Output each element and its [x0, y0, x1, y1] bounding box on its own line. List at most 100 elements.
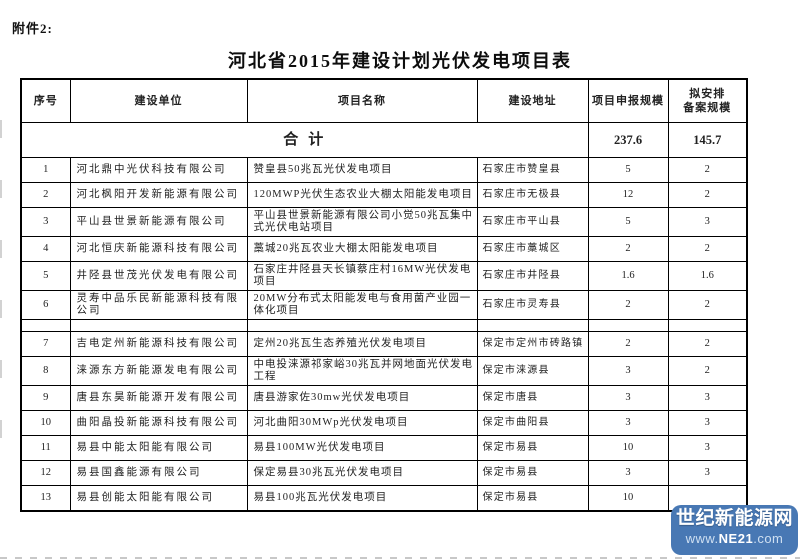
approved-scale-cell: 3 [667, 435, 748, 461]
address-cell: 石家庄市赞皇县 [476, 157, 589, 183]
project-name-cell: 定州20兆瓦生态养殖光伏发电项目 [246, 331, 478, 357]
row-number-cell [20, 319, 71, 332]
table-row: 11 易县中能太阳能有限公司 易县100MW光伏发电项目 保定市易县 10 3 [20, 435, 748, 461]
company-cell: 河北恒庆新能源科技有限公司 [69, 236, 248, 262]
declared-scale-cell: 10 [587, 485, 669, 512]
declared-scale-cell: 1.6 [587, 261, 669, 291]
declared-scale-cell: 2 [587, 290, 669, 320]
watermark-site-name: 世纪新能源网 [675, 508, 793, 529]
project-name-cell: 易县100兆瓦光伏发电项目 [246, 485, 478, 512]
declared-scale-cell [587, 319, 669, 332]
table-row: 3 平山县世景新能源有限公司 平山县世景新能源有限公司小觉50兆瓦集中式光伏电站项目… [20, 207, 748, 237]
approved-scale-cell: 2 [667, 290, 748, 320]
summary-approved-cell: 145.7 [667, 122, 748, 158]
ne21-watermark: 世纪新能源网 www.NE21.com [671, 505, 798, 555]
declared-scale-cell: 3 [587, 460, 669, 486]
table-row: 1 河北鼎中光伏科技有限公司 赞皇县50兆瓦光伏发电项目 石家庄市赞皇县 5 2 [20, 157, 748, 183]
address-cell: 保定市唐县 [476, 385, 589, 411]
approved-scale-cell: 2 [667, 331, 748, 357]
project-name-cell: 20MW分布式太阳能发电与食用菌产业园一体化项目 [246, 290, 478, 320]
row-number-cell: 7 [20, 331, 71, 357]
row-number-cell: 6 [20, 290, 71, 320]
empty-row [20, 319, 748, 332]
project-name-cell: 唐县游家佐30mw光伏发电项目 [246, 385, 478, 411]
row-number-cell: 2 [20, 182, 71, 208]
project-name-cell: 藁城20兆瓦农业大棚太阳能发电项目 [246, 236, 478, 262]
project-name-cell [246, 319, 478, 332]
company-cell: 易县国鑫能源有限公司 [69, 460, 248, 486]
approved-scale-cell: 2 [667, 157, 748, 183]
watermark-url-brand: NE21 [718, 531, 754, 546]
address-cell: 保定市易县 [476, 460, 589, 486]
approved-scale-cell: 3 [667, 460, 748, 486]
company-cell: 易县创能太阳能有限公司 [69, 485, 248, 512]
address-cell: 保定市易县 [476, 485, 589, 512]
address-cell [476, 319, 589, 332]
row-number-cell: 5 [20, 261, 71, 291]
table-row: 5 井陉县世茂光伏发电有限公司 石家庄井陉县天长镇蔡庄村16MW光伏发电项目 石家庄市… [20, 261, 748, 291]
address-cell: 保定市定州市砖路镇 [476, 331, 589, 357]
attachment-label: 附件2: [12, 21, 53, 36]
declared-scale-cell: 5 [587, 157, 669, 183]
header-cell: 建设单位 [69, 78, 248, 123]
declared-scale-cell: 3 [587, 385, 669, 411]
watermark-url: www.NE21.com [671, 531, 798, 546]
approved-scale-cell: 1.6 [667, 261, 748, 291]
company-cell: 曲阳晶投新能源科技有限公司 [69, 410, 248, 436]
table-row: 7 吉电定州新能源科技有限公司 定州20兆瓦生态养殖光伏发电项目 保定市定州市砖路镇 2… [20, 331, 748, 357]
row-number-cell: 12 [20, 460, 71, 486]
header-cell: 拟安排 备案规模 [667, 78, 748, 123]
declared-scale-cell: 2 [587, 331, 669, 357]
approved-scale-cell: 3 [667, 385, 748, 411]
company-cell [69, 319, 248, 332]
declared-scale-cell: 3 [587, 410, 669, 436]
company-cell: 平山县世景新能源有限公司 [69, 207, 248, 237]
scan-edge-artifact-left [0, 120, 2, 440]
declared-scale-cell: 2 [587, 236, 669, 262]
project-name-cell: 120MWP光伏生态农业大棚太阳能发电项目 [246, 182, 478, 208]
company-cell: 涞源东方新能源发电有限公司 [69, 356, 248, 386]
company-cell: 唐县东昊新能源开发有限公司 [69, 385, 248, 411]
project-name-cell: 平山县世景新能源有限公司小觉50兆瓦集中式光伏电站项目 [246, 207, 478, 237]
table-row: 12 易县国鑫能源有限公司 保定易县30兆瓦光伏发电项目 保定市易县 3 3 [20, 460, 748, 486]
project-name-cell: 河北曲阳30MWp光伏发电项目 [246, 410, 478, 436]
project-name-cell: 赞皇县50兆瓦光伏发电项目 [246, 157, 478, 183]
company-cell: 河北鼎中光伏科技有限公司 [69, 157, 248, 183]
row-number-cell: 9 [20, 385, 71, 411]
table-row: 10 曲阳晶投新能源科技有限公司 河北曲阳30MWp光伏发电项目 保定市曲阳县 3 3 [20, 410, 748, 436]
approved-scale-cell: 3 [667, 410, 748, 436]
declared-scale-cell: 10 [587, 435, 669, 461]
header-cell: 建设地址 [476, 78, 589, 123]
summary-label-cell: 合计 [20, 122, 589, 158]
approved-scale-cell: 3 [667, 207, 748, 237]
approved-scale-cell: 2 [667, 356, 748, 386]
header-cell: 序号 [20, 78, 71, 123]
project-name-cell: 易县100MW光伏发电项目 [246, 435, 478, 461]
approved-scale-cell [667, 319, 748, 332]
row-number-cell: 1 [20, 157, 71, 183]
summary-row: 合计 237.6 145.7 [20, 122, 748, 158]
address-cell: 保定市曲阳县 [476, 410, 589, 436]
watermark-url-prefix: www. [685, 531, 719, 546]
table-header-row: 序号 建设单位 项目名称 建设地址 项目申报规模 拟安排 备案规模 [20, 78, 748, 123]
declared-scale-cell: 12 [587, 182, 669, 208]
project-name-cell: 中电投涞源祁家峪30兆瓦并网地面光伏发电工程 [246, 356, 478, 386]
row-number-cell: 4 [20, 236, 71, 262]
company-cell: 井陉县世茂光伏发电有限公司 [69, 261, 248, 291]
address-cell: 保定市易县 [476, 435, 589, 461]
declared-scale-cell: 5 [587, 207, 669, 237]
address-cell: 石家庄市井陉县 [476, 261, 589, 291]
table-row: 8 涞源东方新能源发电有限公司 中电投涞源祁家峪30兆瓦并网地面光伏发电工程 保定市涞… [20, 356, 748, 386]
table-body: 合计 237.6 145.7 1 河北鼎中光伏科技有限公司 赞皇县50兆瓦光伏发电项目 石家… [20, 122, 748, 512]
company-cell: 易县中能太阳能有限公司 [69, 435, 248, 461]
declared-scale-cell: 3 [587, 356, 669, 386]
row-number-cell: 3 [20, 207, 71, 237]
company-cell: 灵寿中品乐民新能源科技有限公司 [69, 290, 248, 320]
company-cell: 吉电定州新能源科技有限公司 [69, 331, 248, 357]
pv-projects-table: 序号 建设单位 项目名称 建设地址 项目申报规模 拟安排 备案规模 合计 237.6 145.… [20, 78, 748, 512]
address-cell: 石家庄市无极县 [476, 182, 589, 208]
project-name-cell: 保定易县30兆瓦光伏发电项目 [246, 460, 478, 486]
page-title: 河北省2015年建设计划光伏发电项目表 [228, 51, 572, 71]
address-cell: 石家庄市藁城区 [476, 236, 589, 262]
